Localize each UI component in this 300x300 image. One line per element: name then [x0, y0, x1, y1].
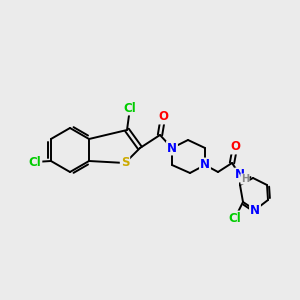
Text: N: N — [167, 142, 177, 154]
Text: Cl: Cl — [229, 212, 242, 224]
Text: O: O — [158, 110, 168, 124]
Text: Cl: Cl — [124, 101, 136, 115]
Text: O: O — [230, 140, 240, 154]
Text: Cl: Cl — [28, 155, 41, 169]
Text: S: S — [121, 157, 129, 169]
Text: H: H — [241, 174, 249, 184]
Text: N: N — [235, 169, 245, 182]
Text: N: N — [200, 158, 210, 172]
Text: N: N — [250, 203, 260, 217]
